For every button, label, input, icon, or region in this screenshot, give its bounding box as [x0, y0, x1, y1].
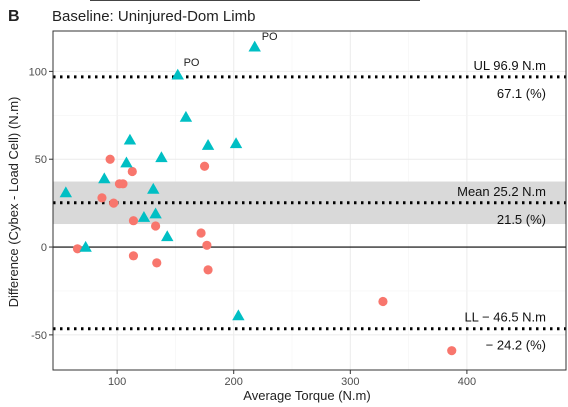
data-point-triangle — [59, 186, 73, 198]
data-point-circle — [128, 251, 139, 261]
reference-percent-ul: 67.1 (%) — [497, 86, 546, 101]
data-point-triangle — [232, 309, 245, 321]
reference-lines — [53, 75, 566, 331]
data-point-circle — [378, 296, 388, 307]
plot-panel-border — [52, 30, 567, 371]
data-point-triangle — [161, 230, 174, 242]
reference-label-ul: UL 96.9 N.m — [474, 58, 547, 73]
panel-letter: B — [8, 8, 20, 25]
reference-label-ll: LL − 46.5 N.m — [464, 310, 546, 325]
y-tick-label: 0 — [41, 242, 47, 254]
data-point-triangle — [171, 68, 184, 80]
data-point-circle — [118, 179, 128, 189]
annotations: PO PO — [184, 31, 278, 69]
y-tick-label: -50 — [31, 330, 47, 342]
data-point-triangle — [120, 156, 133, 168]
x-tick-label: 200 — [225, 376, 243, 388]
y-tick-label: 100 — [29, 66, 47, 78]
annotation-po: PO — [184, 57, 200, 69]
data-point-circle — [127, 166, 137, 177]
data-point-circle — [203, 265, 213, 275]
y-axis-title: Difference (Cybex - Load Cell) (N.m) — [6, 97, 21, 308]
data-point-circle — [128, 216, 139, 226]
y-tick-label: 50 — [35, 154, 47, 166]
reference-label-mean: Mean 25.2 N.m — [457, 184, 546, 199]
annotation-po: PO — [262, 31, 278, 43]
data-point-circle — [152, 258, 162, 268]
reference-labels: UL 96.9 N.m 67.1 (%) Mean 25.2 N.m 21.5 (%)… — [457, 58, 546, 353]
data-point-triangle — [248, 40, 261, 52]
y-axis: -50 0 50 100 — [29, 66, 53, 342]
x-tick-label: 400 — [458, 376, 476, 388]
data-point-triangle — [79, 240, 92, 252]
data-point-triangle — [201, 138, 215, 150]
data-point-circle — [72, 244, 83, 254]
x-axis: 100 200 300 400 — [108, 370, 476, 388]
data-point-triangle — [229, 137, 243, 149]
data-point-circle — [105, 154, 115, 164]
x-tick-label: 100 — [108, 376, 126, 388]
data-point-circle — [202, 240, 212, 250]
data-point-triangle — [179, 110, 193, 122]
data-point-circle — [109, 198, 119, 208]
data-point-circle — [196, 228, 206, 238]
data-point-triangle — [147, 182, 160, 194]
data-point-triangle — [149, 207, 162, 219]
chart-title: Baseline: Uninjured-Dom Limb — [52, 8, 255, 25]
data-point-circle — [447, 346, 457, 356]
data-point-circle — [97, 193, 107, 203]
data-point-circle — [199, 161, 210, 171]
data-point-circle — [151, 221, 161, 231]
x-axis-title: Average Torque (N.m) — [243, 388, 370, 403]
data-points — [59, 40, 457, 356]
reference-percent-mean: 21.5 (%) — [497, 212, 546, 227]
data-point-triangle — [137, 210, 151, 222]
data-point-triangle — [155, 151, 168, 163]
x-tick-label: 300 — [341, 376, 359, 388]
data-point-triangle — [98, 172, 111, 184]
data-point-triangle — [123, 133, 137, 145]
reference-percent-ll: − 24.2 (%) — [486, 338, 546, 353]
